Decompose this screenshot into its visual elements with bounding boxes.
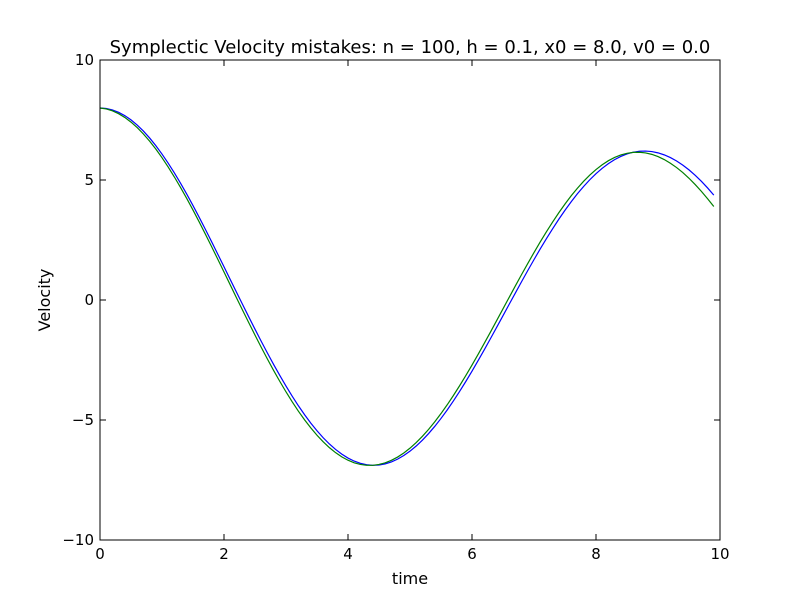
x-tick-label: 4 [343, 545, 353, 563]
y-tick-label: 5 [84, 171, 94, 189]
y-tick-label: 0 [84, 291, 94, 309]
y-tick-label: 10 [75, 51, 94, 69]
x-tick-label: 2 [219, 545, 229, 563]
ticks-layer: 0 2 4 6 8 10 −10 −5 0 5 10 [62, 51, 729, 563]
y-tick-label: −5 [72, 411, 94, 429]
x-tick-label: 8 [591, 545, 601, 563]
series-layer [99, 107, 715, 466]
chart-title: Symplectic Velocity mistakes: n = 100, h… [110, 37, 711, 58]
x-tick-label: 6 [467, 545, 477, 563]
x-axis-label: time [392, 569, 428, 588]
y-axis-label: Velocity [35, 269, 54, 332]
plot-area [100, 60, 720, 540]
x-tick-label: 10 [710, 545, 729, 563]
series-line-2 [99, 107, 715, 466]
series-line-1 [99, 107, 715, 466]
x-tick-label: 0 [95, 545, 105, 563]
y-tick-label: −10 [62, 531, 94, 549]
